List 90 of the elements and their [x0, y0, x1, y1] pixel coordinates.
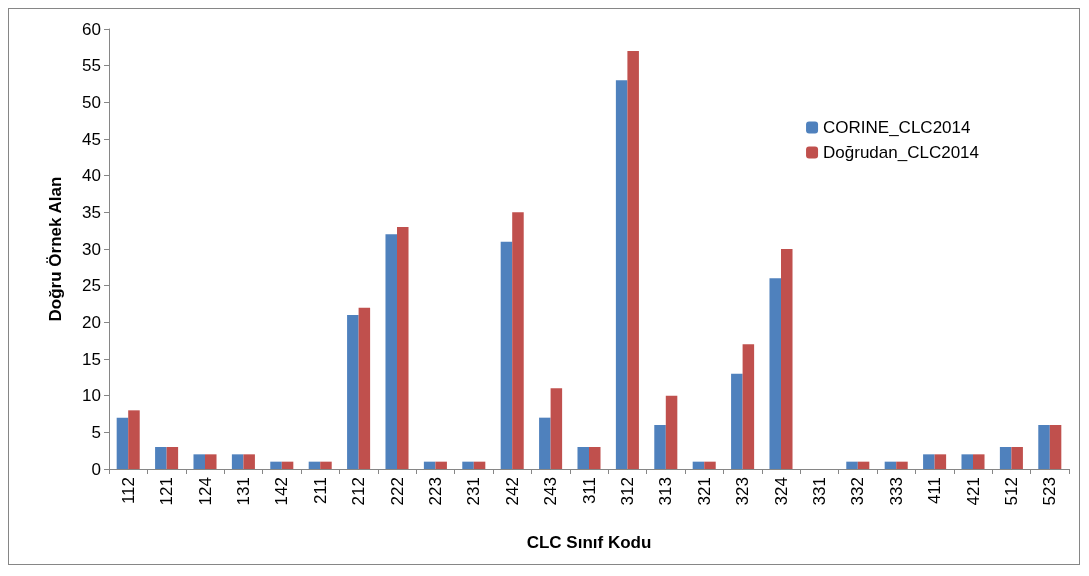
x-tick-label: 212 — [349, 477, 369, 506]
y-tick-label: 40 — [82, 166, 101, 186]
bar — [769, 278, 781, 469]
x-tick-label: 311 — [579, 477, 599, 505]
y-tick-label: 25 — [82, 276, 101, 296]
x-tick-label: 243 — [541, 477, 561, 506]
bar — [973, 454, 985, 469]
x-tick-label: 333 — [886, 477, 906, 506]
bar — [934, 454, 947, 469]
x-tick-label: 411 — [925, 477, 945, 505]
bar — [320, 461, 332, 469]
legend-label: Doğrudan_CLC2014 — [823, 143, 980, 162]
x-tick-label: 131 — [233, 477, 253, 506]
x-tick-label: 112 — [118, 477, 138, 505]
bar — [358, 307, 371, 469]
bar — [193, 454, 205, 469]
bar — [550, 388, 563, 469]
bar — [731, 373, 743, 469]
bar — [155, 447, 167, 469]
bar — [281, 461, 294, 469]
x-tick-label: 223 — [425, 477, 445, 506]
bar — [473, 461, 486, 469]
legend-label: CORINE_CLC2014 — [823, 118, 971, 137]
y-tick-label: 45 — [82, 129, 101, 149]
bar — [243, 454, 255, 469]
bar — [923, 454, 935, 469]
y-tick-label: 60 — [82, 19, 101, 39]
bar — [231, 454, 244, 469]
bar — [781, 249, 793, 469]
x-tick-label: 313 — [656, 477, 676, 506]
bar — [704, 461, 716, 469]
bar — [205, 454, 217, 469]
bar — [999, 447, 1012, 469]
bar — [1011, 447, 1023, 469]
bar — [270, 461, 282, 469]
y-axis-title: Doğru Örnek Alan — [46, 176, 65, 322]
bar — [846, 461, 858, 469]
x-axis-title: CLC Sınıf Kodu — [526, 533, 652, 552]
y-tick-label: 35 — [82, 202, 101, 222]
bar — [423, 461, 436, 469]
bar — [692, 461, 705, 469]
x-tick-label: 312 — [617, 477, 637, 506]
bar — [654, 425, 666, 469]
bar — [539, 417, 551, 469]
bar — [627, 51, 639, 469]
bar — [462, 461, 474, 469]
y-tick-label: 0 — [91, 459, 101, 479]
bar — [166, 447, 179, 469]
bar — [500, 241, 513, 469]
x-tick-label: 242 — [502, 477, 522, 506]
y-tick-label: 50 — [82, 92, 101, 112]
bar — [385, 234, 397, 469]
x-tick-label: 523 — [1040, 477, 1060, 506]
bar — [896, 461, 908, 469]
bar — [1038, 425, 1050, 469]
y-tick-label: 55 — [82, 56, 101, 76]
bar — [665, 395, 678, 469]
x-tick-label: 323 — [733, 477, 753, 506]
bar — [347, 315, 359, 469]
x-tick-label: 124 — [195, 477, 215, 506]
bar — [884, 461, 897, 469]
x-tick-label: 332 — [848, 477, 868, 506]
x-tick-label: 421 — [963, 477, 983, 506]
bar — [397, 227, 409, 469]
bar — [577, 447, 589, 469]
bar — [961, 454, 973, 469]
bar — [308, 461, 321, 469]
x-tick-label: 324 — [771, 477, 791, 506]
x-tick-label: 211 — [310, 477, 330, 505]
y-tick-label: 20 — [82, 312, 101, 332]
bar — [615, 80, 628, 469]
x-tick-label: 512 — [1001, 477, 1021, 506]
bar — [742, 344, 755, 469]
y-tick-label: 30 — [82, 239, 101, 259]
x-tick-label: 231 — [464, 477, 484, 506]
bar — [857, 461, 870, 469]
bar — [589, 447, 601, 469]
x-tick-label: 321 — [694, 477, 714, 506]
x-tick-label: 331 — [809, 477, 829, 506]
bar — [128, 410, 140, 469]
y-tick-label: 10 — [82, 386, 101, 406]
bar — [512, 212, 524, 469]
x-tick-label: 121 — [157, 477, 177, 506]
y-tick-label: 5 — [91, 422, 101, 442]
bar — [435, 461, 447, 469]
x-tick-label: 142 — [272, 477, 292, 506]
bar — [116, 417, 129, 469]
x-tick-label: 222 — [387, 477, 407, 506]
bar — [1049, 425, 1062, 469]
y-tick-label: 15 — [82, 349, 101, 369]
